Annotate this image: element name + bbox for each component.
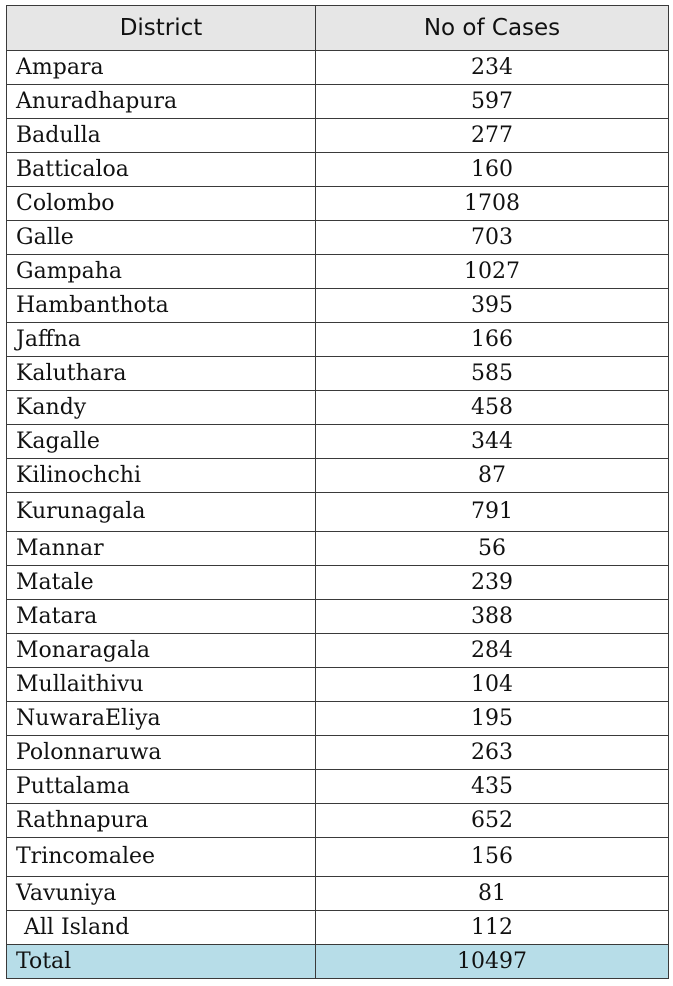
table-row: Matara 388 xyxy=(6,599,669,634)
cases-table-container: District No of Cases Ampara 234 Anuradhap… xyxy=(6,5,669,979)
cases-cell: 239 xyxy=(315,565,669,600)
cases-cell: 395 xyxy=(315,288,669,323)
cases-cell: 652 xyxy=(315,803,669,838)
table-row: Monaragala 284 xyxy=(6,633,669,668)
cases-cell: 87 xyxy=(315,458,669,493)
table-row: All Island 112 xyxy=(6,910,669,945)
district-cell: Kandy xyxy=(6,390,316,425)
table-row: Matale 239 xyxy=(6,565,669,600)
table-row: Batticaloa 160 xyxy=(6,152,669,187)
table-row: Mannar 56 xyxy=(6,531,669,566)
table-row: Gampaha 1027 xyxy=(6,254,669,289)
district-cell: Matara xyxy=(6,599,316,634)
cases-cell: 263 xyxy=(315,735,669,770)
table-row: Badulla 277 xyxy=(6,118,669,153)
district-cell: Anuradhapura xyxy=(6,84,316,119)
district-cell: Polonnaruwa xyxy=(6,735,316,770)
district-cell: Colombo xyxy=(6,186,316,221)
district-cell: Kaluthara xyxy=(6,356,316,391)
cases-cell: 1708 xyxy=(315,186,669,221)
table-row: NuwaraEliya 195 xyxy=(6,701,669,736)
district-cell: All Island xyxy=(6,910,316,945)
district-cell: Matale xyxy=(6,565,316,600)
cases-cell: 1027 xyxy=(315,254,669,289)
cases-cell: 585 xyxy=(315,356,669,391)
total-value: 10497 xyxy=(315,944,669,979)
district-cell: Mannar xyxy=(6,531,316,566)
cases-cell: 166 xyxy=(315,322,669,357)
district-cell: Kagalle xyxy=(6,424,316,459)
cases-cell: 56 xyxy=(315,531,669,566)
table-row: Rathnapura 652 xyxy=(6,803,669,838)
district-cell: Galle xyxy=(6,220,316,255)
table-row: Polonnaruwa 263 xyxy=(6,735,669,770)
cases-cell: 277 xyxy=(315,118,669,153)
district-cell: Hambanthota xyxy=(6,288,316,323)
cases-cell: 234 xyxy=(315,50,669,85)
cases-cell: 703 xyxy=(315,220,669,255)
table-header-row: District No of Cases xyxy=(6,5,669,51)
table-row: Kilinochchi 87 xyxy=(6,458,669,493)
cases-cell: 791 xyxy=(315,492,669,532)
table-row: Anuradhapura 597 xyxy=(6,84,669,119)
district-cell: Gampaha xyxy=(6,254,316,289)
total-row: Total 10497 xyxy=(6,944,669,979)
district-cell: Puttalama xyxy=(6,769,316,804)
table-row: Mullaithivu 104 xyxy=(6,667,669,702)
cases-cell: 81 xyxy=(315,876,669,911)
cases-cell: 160 xyxy=(315,152,669,187)
cases-cell: 156 xyxy=(315,837,669,877)
cases-cell: 344 xyxy=(315,424,669,459)
table-row: Kurunagala 791 xyxy=(6,492,669,532)
district-cell: Badulla xyxy=(6,118,316,153)
column-header-cases: No of Cases xyxy=(315,5,669,51)
table-row: Ampara 234 xyxy=(6,50,669,85)
district-cell: NuwaraEliya xyxy=(6,701,316,736)
district-cell: Rathnapura xyxy=(6,803,316,838)
cases-by-district-table: District No of Cases Ampara 234 Anuradhap… xyxy=(6,5,669,979)
table-row: Kandy 458 xyxy=(6,390,669,425)
cases-cell: 284 xyxy=(315,633,669,668)
district-cell: Kurunagala xyxy=(6,492,316,532)
table-row: Colombo 1708 xyxy=(6,186,669,221)
column-header-district: District xyxy=(6,5,316,51)
cases-cell: 195 xyxy=(315,701,669,736)
table-row: Jaffna 166 xyxy=(6,322,669,357)
district-cell: Mullaithivu xyxy=(6,667,316,702)
cases-cell: 435 xyxy=(315,769,669,804)
district-cell: Vavuniya xyxy=(6,876,316,911)
cases-cell: 112 xyxy=(315,910,669,945)
cases-cell: 597 xyxy=(315,84,669,119)
district-cell: Monaragala xyxy=(6,633,316,668)
table-row: Kagalle 344 xyxy=(6,424,669,459)
table-row: Puttalama 435 xyxy=(6,769,669,804)
district-cell: Jaffna xyxy=(6,322,316,357)
district-cell: Batticaloa xyxy=(6,152,316,187)
district-cell: Kilinochchi xyxy=(6,458,316,493)
cases-cell: 458 xyxy=(315,390,669,425)
district-cell: Trincomalee xyxy=(6,837,316,877)
table-row: Vavuniya 81 xyxy=(6,876,669,911)
district-cell: Ampara xyxy=(6,50,316,85)
cases-cell: 388 xyxy=(315,599,669,634)
table-row: Kaluthara 585 xyxy=(6,356,669,391)
cases-cell: 104 xyxy=(315,667,669,702)
table-row: Galle 703 xyxy=(6,220,669,255)
table-row: Trincomalee 156 xyxy=(6,837,669,877)
total-label: Total xyxy=(6,944,316,979)
table-row: Hambanthota 395 xyxy=(6,288,669,323)
